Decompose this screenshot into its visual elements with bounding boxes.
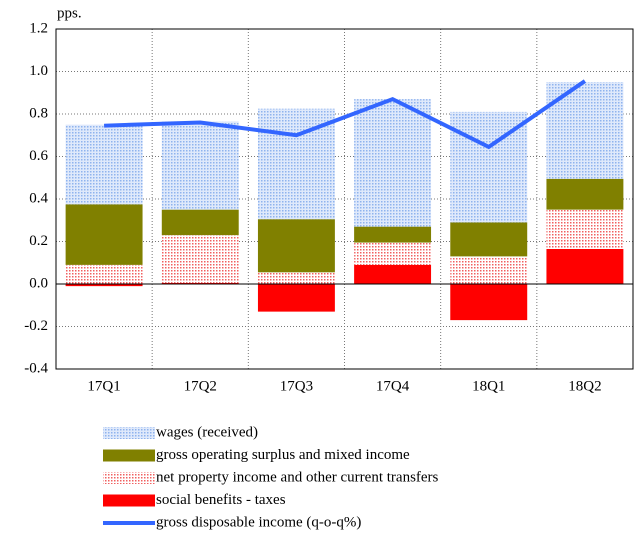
bar-segment — [546, 178, 624, 210]
y-axis-label: pps. — [57, 5, 82, 21]
line-series — [104, 79, 587, 150]
plot-frame — [55, 28, 634, 370]
bar-segment — [354, 226, 432, 243]
bar-segment — [65, 204, 143, 265]
y-tick-label: 0.8 — [29, 105, 48, 121]
legend-swatch — [103, 449, 155, 462]
x-tick-label: 18Q1 — [472, 378, 505, 394]
bar-segment — [450, 222, 528, 257]
x-tick-label: 17Q3 — [280, 378, 313, 394]
bar-segment — [354, 242, 432, 265]
legend-swatch — [103, 472, 155, 484]
bar-segment — [257, 272, 335, 284]
bar-segment — [65, 264, 143, 284]
bar-segment — [354, 99, 432, 227]
y-tick-label: -0.2 — [24, 318, 48, 334]
bar-segment — [546, 248, 624, 284]
x-tick-label: 17Q4 — [376, 378, 410, 394]
y-tick-label: 1.0 — [29, 63, 48, 79]
x-tick-label: 17Q2 — [184, 378, 217, 394]
bar-segment — [65, 124, 143, 205]
bar-segment — [257, 284, 335, 312]
bar-segment — [354, 264, 432, 284]
bar-segment — [450, 284, 528, 321]
x-tick-label: 17Q1 — [87, 378, 120, 394]
legend-label: net property income and other current tr… — [156, 469, 439, 485]
x-tick-label: 18Q2 — [568, 378, 601, 394]
bar-segment — [257, 219, 335, 273]
bar-segment — [161, 209, 239, 236]
legend-label: gross operating surplus and mixed income — [156, 447, 410, 463]
legend-swatch — [103, 494, 155, 507]
legend-label: social benefits - taxes — [156, 492, 286, 508]
bar-segment — [546, 82, 624, 179]
bar-segment — [161, 121, 239, 210]
bar-segment — [161, 282, 239, 284]
y-tick-label: 1.2 — [29, 20, 48, 36]
y-tick-label: 0.6 — [29, 148, 48, 164]
y-tick-label: 0.2 — [29, 233, 48, 249]
legend-swatch — [103, 427, 155, 439]
legend-label: gross disposable income (q-o-q%) — [156, 514, 361, 530]
bar-segment — [65, 284, 143, 287]
legend-label: wages (received) — [156, 424, 258, 440]
bar-segment — [450, 256, 528, 284]
bar-segment — [161, 235, 239, 283]
y-tick-label: 0.4 — [29, 190, 48, 206]
y-tick-label: -0.4 — [24, 360, 48, 376]
y-tick-label: 0.0 — [29, 275, 48, 291]
bar-segment — [546, 209, 624, 249]
